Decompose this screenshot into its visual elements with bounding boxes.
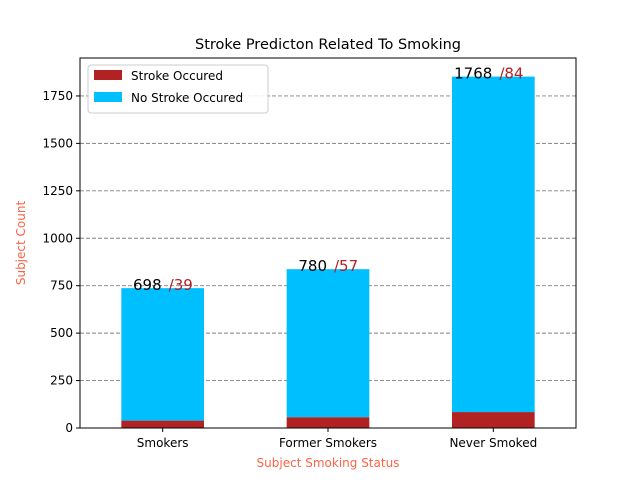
x-tick-label: Smokers [137,436,189,450]
y-tick-label: 1000 [42,231,73,245]
data-label-stroke: /84 [499,65,523,83]
bar-stroke-occured [121,420,204,428]
y-tick-label: 1250 [42,184,73,198]
data-label-no-stroke: 1768 [454,65,492,83]
legend: Stroke Occured No Stroke Occured [87,64,269,114]
bar-stroke-occured [452,412,535,428]
x-tick-label: Former Smokers [279,436,377,450]
y-tick-label: 750 [50,279,73,293]
y-tick-label: 0 [65,421,73,435]
data-label-stroke: /39 [169,276,193,294]
bar-stroke-occured [286,417,370,428]
x-tick-label: Never Smoked [449,436,537,450]
y-tick-label: 500 [50,326,73,340]
y-tick-label: 1500 [42,136,73,150]
data-label-no-stroke: 698 [133,276,162,294]
legend-swatch-stroke-occured [94,70,122,80]
legend-swatch-no-stroke-occured [94,92,122,102]
y-axis-label: Subject Count [14,201,28,286]
legend-label-stroke-occured: Stroke Occured [131,69,223,83]
data-labels: 698/39 780/57 1768/84 [133,65,523,295]
axis-ticks: 0 250 500 750 1000 1250 1500 1750 Smokers Former … [42,89,537,450]
legend-frame [87,64,269,114]
bar-no-stroke-occured [286,269,370,418]
bar-no-stroke-occured [121,288,204,421]
x-axis-label: Subject Smoking Status [257,456,400,470]
bars [121,76,535,428]
bar-no-stroke-occured [452,76,535,413]
y-tick-label: 250 [50,374,73,388]
chart-title: Stroke Predicton Related To Smoking [195,37,461,53]
data-label-no-stroke: 780 [298,257,327,275]
y-tick-label: 1750 [42,89,73,103]
legend-label-no-stroke-occured: No Stroke Occured [131,91,243,105]
data-label-stroke: /57 [334,257,358,275]
